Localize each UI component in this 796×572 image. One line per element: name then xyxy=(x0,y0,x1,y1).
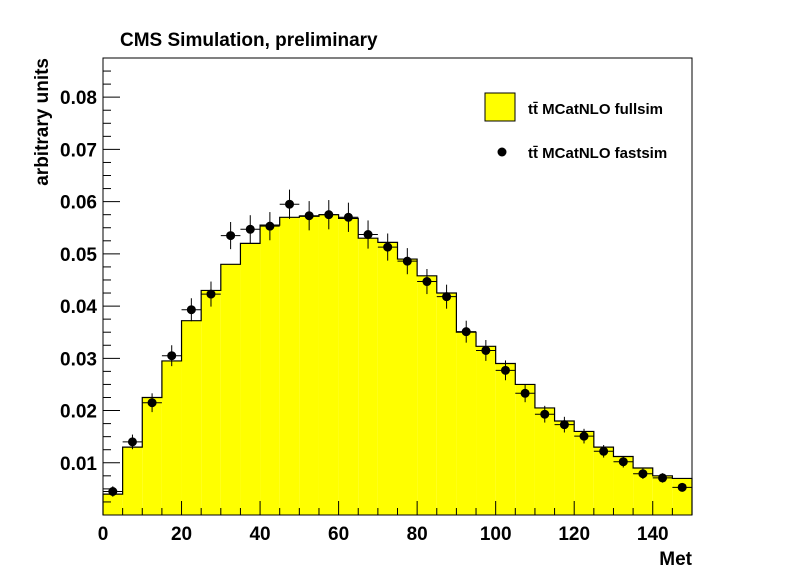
legend-fastsim-label: tt̄ MCatNLO fastsim xyxy=(528,145,667,162)
x-tick-label: 40 xyxy=(249,524,270,545)
histogram-bin xyxy=(476,346,496,515)
histogram-bin xyxy=(338,218,359,515)
data-point xyxy=(500,365,510,375)
data-point xyxy=(265,221,275,231)
histogram-bin xyxy=(201,290,221,515)
data-point xyxy=(579,431,589,441)
legend-fastsim-marker xyxy=(497,147,507,157)
data-point xyxy=(638,469,648,479)
fastsim-points xyxy=(103,189,692,497)
histogram-bin xyxy=(456,332,477,515)
histogram-bin xyxy=(260,225,280,516)
legend: tt̄ MCatNLO fullsim tt̄ MCatNLO fastsim xyxy=(484,92,667,162)
histogram-bin xyxy=(318,214,339,515)
x-tick-label: 60 xyxy=(328,524,349,545)
chart-title: CMS Simulation, preliminary xyxy=(120,30,378,51)
histogram-outline xyxy=(102,214,693,515)
data-point xyxy=(383,242,393,252)
histogram-bin xyxy=(613,456,634,515)
data-point xyxy=(108,486,118,496)
histogram-bin xyxy=(397,259,418,515)
histogram-bin xyxy=(495,363,516,515)
data-point xyxy=(422,277,432,287)
data-point xyxy=(559,420,569,430)
y-tick-label: 0.04 xyxy=(60,297,97,318)
data-point xyxy=(363,230,373,240)
histogram-bin xyxy=(554,420,575,515)
data-point xyxy=(147,398,157,408)
histogram-bin xyxy=(240,243,261,515)
data-point xyxy=(127,437,137,447)
data-point xyxy=(343,212,353,222)
data-point xyxy=(540,409,550,419)
x-tick-label: 20 xyxy=(171,524,192,545)
legend-fullsim-label: tt̄ MCatNLO fullsim xyxy=(528,101,663,118)
histogram-bin xyxy=(122,447,143,515)
x-tick-label: 80 xyxy=(407,524,428,545)
y-tick-label: 0.08 xyxy=(60,88,97,109)
fullsim-histogram xyxy=(102,214,693,516)
x-tick-label: 0 xyxy=(98,524,109,545)
data-point xyxy=(226,231,236,241)
histogram-bin xyxy=(515,384,535,515)
y-axis-label: arbitrary units xyxy=(32,58,53,186)
y-tick-label: 0.03 xyxy=(60,349,97,370)
histogram-bin xyxy=(279,217,300,515)
data-point xyxy=(167,351,177,361)
y-tick-label: 0.01 xyxy=(60,454,97,475)
legend-fullsim-swatch xyxy=(484,92,516,122)
data-point xyxy=(206,289,216,299)
x-tick-label: 100 xyxy=(480,524,512,545)
data-point xyxy=(442,292,452,302)
y-tick-label: 0.02 xyxy=(60,402,97,423)
histogram-bin xyxy=(633,467,653,515)
histogram-bin xyxy=(181,320,202,515)
data-point xyxy=(618,457,628,467)
y-tick-label: 0.06 xyxy=(60,193,97,214)
histogram-bin xyxy=(593,447,614,515)
data-point xyxy=(245,224,255,234)
histogram-bin xyxy=(358,238,378,515)
data-point xyxy=(324,210,334,220)
histogram-bin xyxy=(534,407,555,515)
data-point xyxy=(658,473,668,483)
histogram-bin xyxy=(652,475,673,515)
histogram-bin xyxy=(417,275,437,515)
data-point xyxy=(481,345,491,355)
x-axis-label: Met xyxy=(659,549,692,570)
data-point xyxy=(402,256,412,266)
histogram-bin xyxy=(436,293,457,515)
x-tick-label: 120 xyxy=(558,524,590,545)
data-point xyxy=(304,211,314,221)
y-tick-label: 0.05 xyxy=(60,245,97,266)
histogram-bin xyxy=(574,431,594,515)
x-tick-label: 140 xyxy=(637,524,669,545)
y-tick-label: 0.07 xyxy=(60,140,97,161)
data-point xyxy=(520,388,530,398)
x-axis-ticks: 0 20 40 60 80 100 120 140 xyxy=(98,501,693,545)
histogram-bin xyxy=(377,242,398,515)
histogram-bin xyxy=(103,494,123,515)
data-point xyxy=(285,199,295,209)
histogram-bin xyxy=(142,397,162,515)
data-point xyxy=(677,482,687,492)
data-point xyxy=(461,327,471,337)
histogram-bin xyxy=(299,216,319,516)
histogram-bin xyxy=(161,360,182,515)
histogram-bin xyxy=(220,264,241,515)
data-point xyxy=(186,305,196,315)
data-point xyxy=(599,446,609,456)
y-axis-ticks: 0.01 0.02 0.03 0.04 0.05 0.06 0.07 0.08 xyxy=(60,57,120,516)
